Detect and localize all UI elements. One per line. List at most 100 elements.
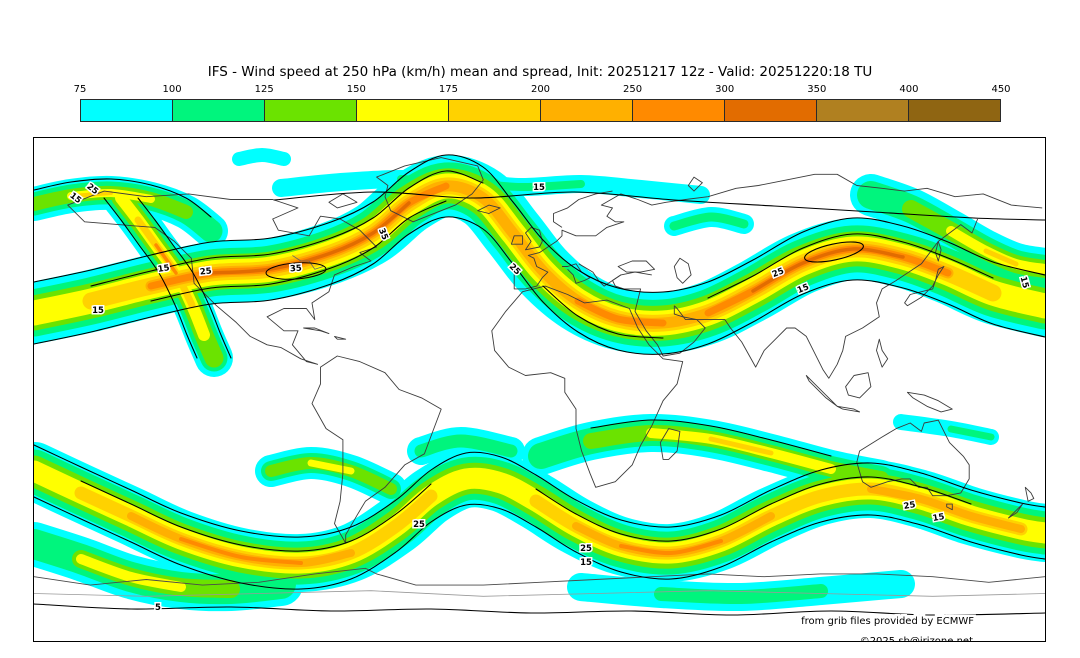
coastline bbox=[845, 372, 872, 399]
spread-contour bbox=[90, 170, 484, 287]
wind-speed-band bbox=[669, 212, 749, 231]
coastline bbox=[328, 193, 358, 209]
coastline bbox=[303, 327, 330, 335]
coastline bbox=[525, 226, 543, 251]
contour-label: 25 bbox=[903, 500, 916, 512]
colorbar-segment bbox=[356, 100, 448, 121]
contour-label: 35 bbox=[290, 264, 303, 275]
coastline bbox=[292, 255, 324, 270]
coastline bbox=[687, 176, 703, 192]
coastline bbox=[67, 190, 378, 365]
spread-contour bbox=[590, 419, 832, 457]
coastline bbox=[1024, 486, 1035, 502]
colorbar-segment bbox=[81, 100, 172, 121]
colorbar-segment bbox=[540, 100, 632, 121]
coastline bbox=[946, 503, 953, 511]
coastline bbox=[477, 204, 501, 214]
colorbar-segment bbox=[908, 100, 1000, 121]
coastline bbox=[673, 218, 979, 379]
coastline bbox=[673, 257, 692, 284]
colorbar-segment bbox=[264, 100, 356, 121]
colorbar-tick: 450 bbox=[991, 84, 1011, 95]
spread-contour bbox=[150, 200, 447, 302]
contour-label: 5 bbox=[155, 603, 161, 613]
colorbar-segment bbox=[724, 100, 816, 121]
wind-speed-band bbox=[983, 248, 1019, 267]
coastline bbox=[836, 405, 861, 413]
spread-contour bbox=[34, 178, 212, 218]
spread-contour bbox=[103, 197, 198, 359]
coastline bbox=[513, 173, 1043, 290]
spread-contours bbox=[34, 154, 1045, 616]
colorbar-tick: 200 bbox=[530, 84, 551, 95]
coastline bbox=[34, 590, 1045, 597]
spread-contour bbox=[542, 285, 664, 339]
wind-speed-band bbox=[867, 485, 1025, 533]
colorbar-tick: 400 bbox=[899, 84, 919, 95]
spread-contour bbox=[34, 216, 1045, 355]
spread-contour bbox=[34, 154, 1045, 293]
spread-contour bbox=[34, 444, 1045, 538]
wind-speed-band bbox=[209, 201, 411, 275]
attribution-source: from grib files provided by ECMWF bbox=[801, 616, 974, 627]
contour-label: 25 bbox=[580, 544, 592, 554]
spread-contour bbox=[80, 480, 432, 552]
wind-speed-band bbox=[947, 425, 995, 441]
wind-speed-band bbox=[619, 539, 723, 556]
coastline bbox=[805, 375, 838, 407]
coastline bbox=[904, 266, 945, 307]
coastline bbox=[376, 157, 484, 223]
spread-contour bbox=[137, 197, 232, 359]
wind-speed-band bbox=[751, 247, 905, 293]
contour-label: 15 bbox=[580, 558, 592, 568]
contour-label: 15 bbox=[932, 512, 945, 524]
spread-contour bbox=[535, 476, 972, 542]
coastline bbox=[935, 240, 942, 262]
spread-contour bbox=[34, 496, 1045, 590]
coastline bbox=[617, 260, 656, 273]
colorbar-segment bbox=[816, 100, 908, 121]
coastline bbox=[1008, 503, 1023, 519]
wind-speed-band bbox=[69, 191, 113, 198]
map-frame: 15 25 35 15 15 25 35 25 15 25 15 15 25 25 15 5 15 25 from… bbox=[33, 137, 1046, 642]
contour-label: 15 bbox=[92, 306, 104, 316]
colorbar-tick: 125 bbox=[254, 84, 274, 95]
spread-contour bbox=[265, 262, 327, 280]
coastlines bbox=[34, 157, 1045, 597]
coastline bbox=[659, 428, 681, 460]
colorbar-tick: 75 bbox=[73, 84, 87, 95]
wind-speed-band bbox=[76, 554, 186, 592]
coastline bbox=[334, 335, 347, 340]
wind-speed-band bbox=[708, 436, 774, 456]
colorbar-tick: 350 bbox=[807, 84, 827, 95]
colorbar-tick: 175 bbox=[438, 84, 458, 95]
wind-speed-bands bbox=[34, 148, 1045, 612]
colorbar-bar bbox=[80, 99, 1001, 122]
colorbar-segment bbox=[172, 100, 264, 121]
contour-label: 25 bbox=[413, 520, 425, 530]
contour-label: 15 bbox=[1018, 275, 1031, 289]
coastline bbox=[510, 235, 524, 245]
chart-title: IFS - Wind speed at 250 hPa (km/h) mean … bbox=[207, 64, 873, 80]
wind-speed-band bbox=[574, 297, 667, 327]
attribution-copyright: ©2025 sb@irizone.net bbox=[860, 636, 973, 641]
wind-speed-band bbox=[414, 434, 518, 458]
wind-speed-band bbox=[307, 459, 355, 475]
coastline bbox=[311, 355, 442, 544]
contour-label: 15 bbox=[157, 263, 170, 275]
colorbar-tick: 300 bbox=[715, 84, 735, 95]
colorbar-legend: 75 100 125 150 175 200 250 300 350 400 450 bbox=[74, 84, 1011, 124]
coastline bbox=[562, 263, 591, 284]
contour-label: 25 bbox=[199, 266, 212, 277]
coastline bbox=[553, 190, 613, 228]
coastline bbox=[491, 285, 684, 488]
wind-speed-band bbox=[654, 584, 828, 605]
spread-contour bbox=[34, 603, 1045, 616]
coastline bbox=[578, 263, 622, 287]
contour-label: 15 bbox=[533, 183, 545, 193]
wind-speed-band bbox=[154, 243, 178, 275]
colorbar-segment bbox=[632, 100, 724, 121]
coastline bbox=[856, 419, 970, 497]
